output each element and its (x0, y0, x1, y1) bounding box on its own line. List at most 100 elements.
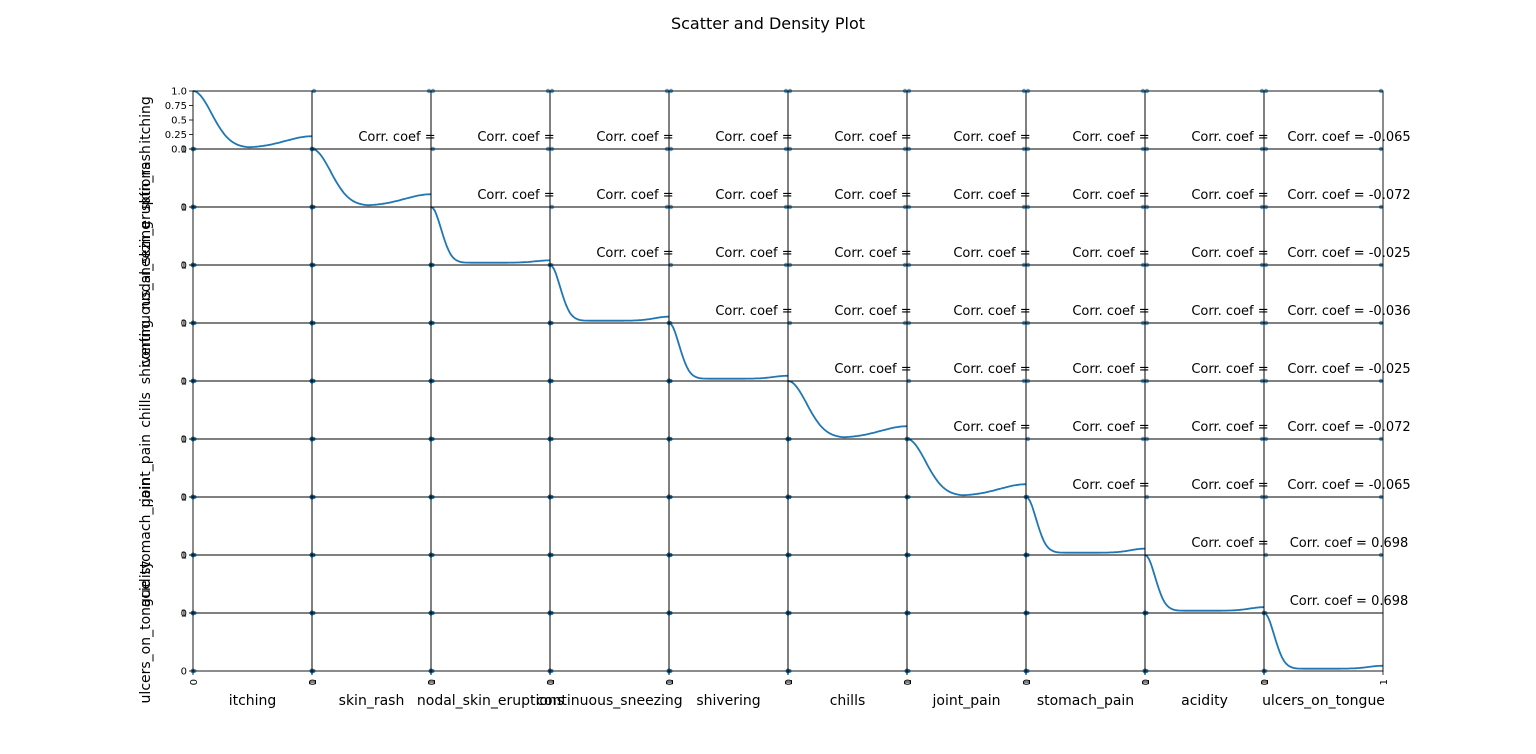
matrix-cell (906, 438, 1027, 498)
matrix-cell (549, 496, 670, 556)
corr-annotation: Corr. coef = (715, 246, 792, 261)
corr-annotation: Corr. coef = -0.072 (1287, 188, 1410, 203)
corr-annotation: Corr. coef = (1072, 246, 1149, 261)
matrix-cell (311, 496, 432, 556)
matrix-cell (1025, 554, 1146, 614)
matrix-cell (668, 496, 789, 556)
corr-annotation: Corr. coef = (834, 362, 911, 377)
matrix-cell (192, 612, 313, 672)
corr-annotation: Corr. coef = (477, 130, 554, 145)
x-tick-label: 0 (427, 679, 438, 685)
matrix-cell (430, 496, 551, 556)
y-tick-label: 1.0 (171, 87, 187, 98)
corr-annotation: Corr. coef = (1072, 478, 1149, 493)
matrix-cell (549, 612, 670, 672)
x-tick-label: 1 (665, 679, 676, 685)
matrix-cell (192, 322, 313, 382)
matrix-cell (906, 612, 1027, 672)
corr-annotation: Corr. coef = (1191, 304, 1268, 319)
corr-annotation: Corr. coef = (834, 188, 911, 203)
corr-annotation: Corr. coef = (477, 188, 554, 203)
corr-annotation: Corr. coef = (953, 420, 1030, 435)
kde-curve (1144, 554, 1264, 612)
matrix-cell (430, 612, 551, 672)
corr-annotation: Corr. coef = (1191, 362, 1268, 377)
x-tick-label: 0 (1260, 679, 1271, 685)
matrix-cell (192, 206, 313, 266)
matrix-cell (787, 612, 908, 672)
corr-annotation: Corr. coef = (834, 130, 911, 145)
corr-annotation: Corr. coef = -0.065 (1287, 130, 1410, 145)
matrix-cell (311, 148, 432, 208)
y-tick-label: 1 (181, 609, 187, 620)
kde-curve (311, 148, 432, 207)
matrix-cell (430, 380, 551, 440)
corr-annotation: Corr. coef = (834, 304, 911, 319)
y-tick-label: 1 (181, 319, 187, 330)
matrix-cell (906, 554, 1027, 614)
matrix-cell (192, 438, 313, 498)
x-tick-label: 1 (1022, 679, 1033, 685)
y-axis-label: chills (138, 392, 154, 428)
y-tick-label: 0 (181, 609, 187, 620)
matrix-cell (1144, 554, 1265, 614)
y-tick-label: 0 (181, 203, 187, 214)
corr-annotation: Corr. coef = (596, 188, 673, 203)
matrix-cell (1025, 496, 1146, 556)
x-tick-label: 0 (1022, 679, 1033, 685)
matrix-cell (311, 206, 432, 266)
y-tick-label: 0.75 (165, 101, 187, 112)
kde-curve (668, 322, 788, 380)
matrix-cell (549, 264, 670, 324)
corr-annotation: Corr. coef = 0.698 (1290, 536, 1409, 551)
matrix-cell (668, 554, 789, 614)
y-axis-label: acidity (138, 561, 154, 608)
corr-annotation: Corr. coef = (1072, 188, 1149, 203)
x-tick-label: 1 (427, 679, 438, 685)
kde-curve (430, 206, 550, 264)
y-tick-label: 1 (181, 435, 187, 446)
y-tick-label: 1 (181, 551, 187, 562)
y-tick-label: 0 (181, 667, 187, 678)
corr-annotation: Corr. coef = (596, 246, 673, 261)
corr-annotation: Corr. coef = (596, 130, 673, 145)
matrix-cell (192, 90, 313, 150)
corr-annotation: Corr. coef = -0.025 (1287, 246, 1410, 261)
y-tick-label: 0.25 (165, 130, 187, 141)
scatter-matrix: Corr. coef = Corr. coef = Corr. coef = C… (138, 87, 1411, 710)
y-axis-label: joint_pain (138, 434, 154, 503)
y-axis-label: stomach_pain (138, 477, 154, 574)
y-axis-label: itching (138, 96, 154, 144)
corr-annotation: Corr. coef = (1072, 420, 1149, 435)
y-tick-label: 1 (181, 377, 187, 388)
y-axis-label: skin_rash (138, 145, 154, 211)
matrix-cell (430, 322, 551, 382)
matrix-cell (668, 322, 789, 382)
x-tick-label: 0 (903, 679, 914, 685)
y-tick-label: 1 (181, 261, 187, 272)
y-tick-label: 0 (181, 493, 187, 504)
x-tick-label: 0 (784, 679, 795, 685)
x-tick-label: 1 (546, 679, 557, 685)
corr-annotation: Corr. coef = (1072, 362, 1149, 377)
matrix-cell (549, 322, 670, 382)
matrix-cell (668, 380, 789, 440)
kde-curve (1263, 612, 1383, 670)
matrix-cell (430, 206, 551, 266)
y-tick-label: 0 (181, 435, 187, 446)
matrix-cell (668, 612, 789, 672)
matrix-cell (311, 322, 432, 382)
y-tick-label: 0 (181, 551, 187, 562)
corr-annotation: Corr. coef = (1191, 478, 1268, 493)
y-tick-label: 1 (181, 145, 187, 156)
matrix-cell (906, 496, 1027, 556)
y-tick-label: 1 (181, 203, 187, 214)
x-tick-label: 0 (308, 679, 319, 685)
matrix-cell (430, 438, 551, 498)
kde-curve (192, 90, 313, 149)
x-tick-label: 1 (903, 679, 914, 685)
x-tick-label: 0 (1141, 679, 1152, 685)
y-tick-label: 0.5 (171, 116, 187, 127)
corr-annotation: Corr. coef = (953, 304, 1030, 319)
